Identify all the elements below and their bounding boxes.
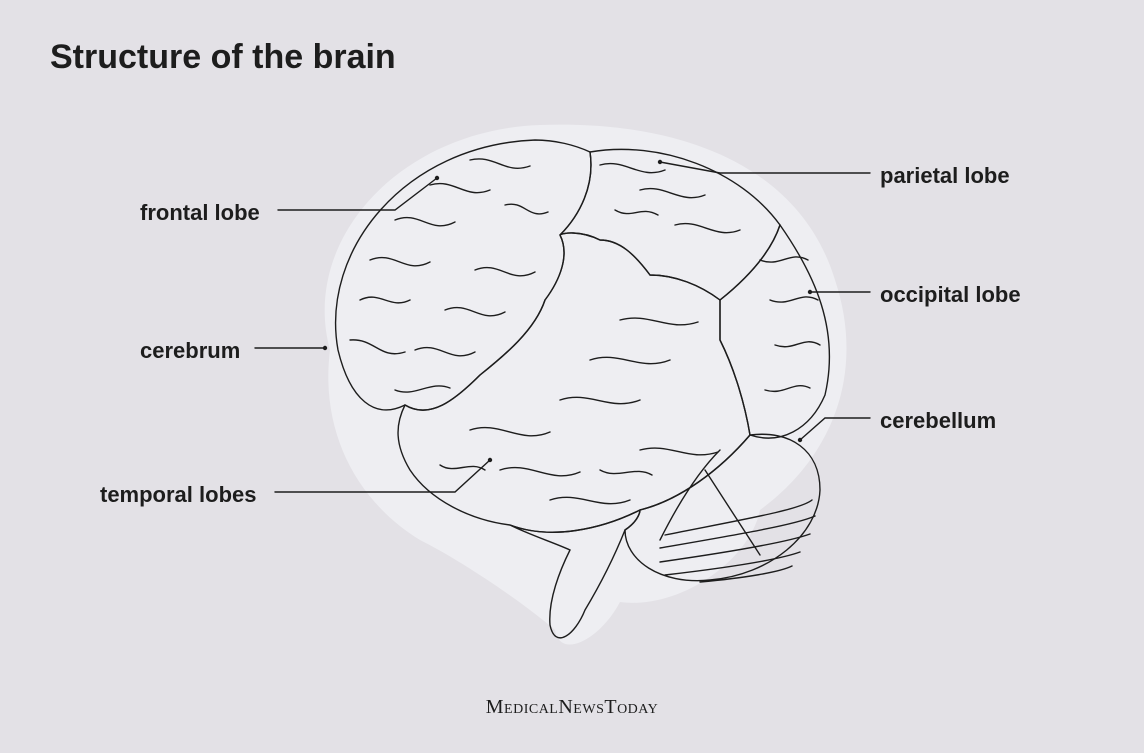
- label-cerebrum: cerebrum: [140, 338, 240, 364]
- label-temporal: temporal lobes: [100, 482, 256, 508]
- leader-dot-parietal: [658, 160, 662, 164]
- attribution: MedicalNewsToday: [0, 696, 1144, 719]
- leader-dot-cerebrum: [323, 346, 327, 350]
- leader-dot-temporal: [488, 458, 492, 462]
- label-cerebellum: cerebellum: [880, 408, 996, 434]
- leader-dot-cerebellum: [798, 438, 802, 442]
- label-occipital: occipital lobe: [880, 282, 1021, 308]
- brain-illustration: [0, 0, 1144, 753]
- brain-diagram-canvas: Structure of the brain: [0, 0, 1144, 753]
- leader-dot-occipital: [808, 290, 812, 294]
- label-frontal: frontal lobe: [140, 200, 260, 226]
- leader-dot-frontal: [435, 176, 439, 180]
- brain-halo: [325, 125, 847, 645]
- label-parietal: parietal lobe: [880, 163, 1010, 189]
